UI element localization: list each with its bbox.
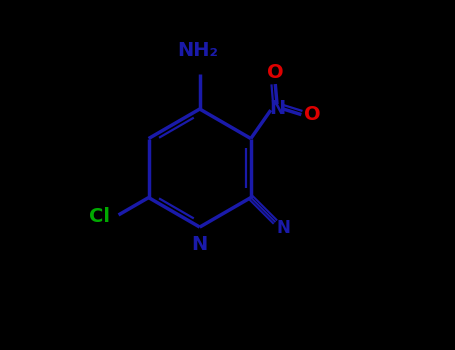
Text: NH₂: NH₂ [177, 41, 218, 61]
Text: O: O [304, 105, 321, 124]
Text: N: N [276, 219, 290, 237]
Text: N: N [192, 235, 208, 254]
Text: Cl: Cl [89, 207, 110, 226]
Text: O: O [267, 63, 283, 82]
Text: N: N [269, 99, 285, 118]
